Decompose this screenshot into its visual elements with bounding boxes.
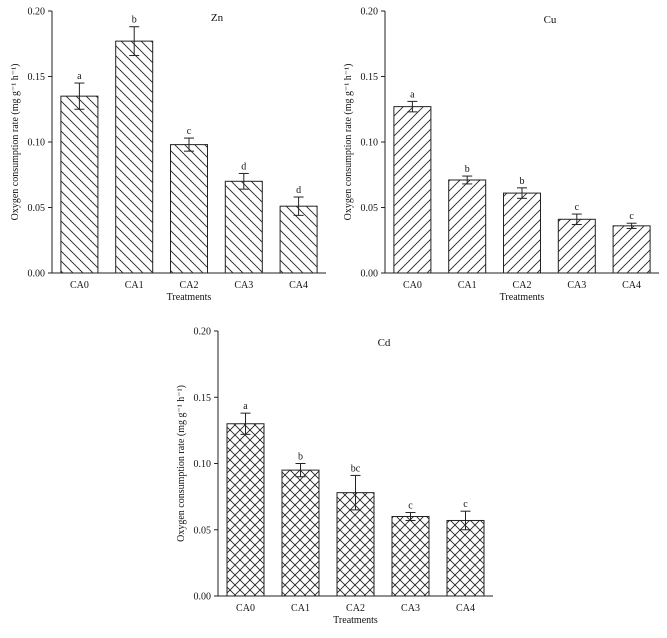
significance-label: c — [187, 126, 192, 137]
x-tick-label: CA4 — [622, 280, 641, 291]
significance-label: bc — [351, 463, 361, 474]
y-tick-label: 0.15 — [361, 72, 379, 83]
x-tick-label: CA0 — [403, 280, 422, 291]
bar — [281, 469, 320, 597]
y-tick-label: 0.05 — [194, 525, 212, 536]
x-tick-label: CA1 — [458, 280, 477, 291]
y-tick-label: 0.20 — [28, 7, 46, 18]
x-tick-label: CA3 — [234, 280, 253, 291]
x-axis-label: Treatments — [500, 292, 545, 303]
y-tick-label: 0.00 — [28, 269, 46, 280]
y-axis-label: Oxygen consumption rate (mg g⁻¹ h⁻¹) — [343, 64, 354, 221]
y-tick-label: 0.00 — [361, 269, 379, 280]
x-axis-label: Treatments — [167, 292, 212, 303]
bar — [170, 144, 208, 274]
x-tick-label: CA4 — [456, 603, 475, 614]
y-tick-label: 0.00 — [194, 592, 212, 603]
significance-label: a — [243, 401, 248, 412]
significance-label: d — [296, 185, 301, 196]
bar — [393, 106, 432, 274]
y-tick-label: 0.20 — [361, 7, 379, 18]
bar — [446, 519, 485, 597]
chart-title: Cu — [544, 14, 557, 26]
bar — [226, 423, 265, 597]
y-tick-label: 0.05 — [28, 203, 46, 214]
y-axis-label: Oxygen consumption rate (mg g⁻¹ h⁻¹) — [176, 385, 187, 542]
y-tick-label: 0.20 — [194, 327, 212, 338]
x-tick-label: CA0 — [236, 603, 255, 614]
y-tick-label: 0.05 — [361, 203, 379, 214]
significance-label: d — [241, 161, 246, 172]
x-tick-label: CA2 — [180, 280, 199, 291]
significance-label: a — [410, 89, 415, 100]
y-tick-label: 0.15 — [28, 72, 46, 83]
significance-label: b — [298, 452, 303, 463]
y-tick-label: 0.10 — [28, 138, 46, 149]
chart-title: Cd — [378, 337, 391, 349]
x-tick-label: CA4 — [289, 280, 308, 291]
y-tick-label: 0.10 — [194, 459, 212, 470]
x-tick-label: CA1 — [291, 603, 310, 614]
significance-label: c — [629, 211, 634, 222]
x-tick-label: CA3 — [401, 603, 420, 614]
significance-label: b — [132, 15, 137, 26]
bar — [448, 179, 487, 274]
significance-label: c — [408, 501, 413, 512]
y-axis-label: Oxygen consumption rate (mg g⁻¹ h⁻¹) — [10, 64, 21, 221]
x-tick-label: CA2 — [346, 603, 365, 614]
x-tick-label: CA3 — [567, 280, 586, 291]
y-tick-label: 0.15 — [194, 393, 212, 404]
significance-label: a — [77, 71, 82, 82]
chart-title: Zn — [211, 12, 224, 24]
x-tick-label: CA1 — [125, 280, 144, 291]
significance-label: b — [520, 176, 525, 187]
significance-label: c — [575, 202, 580, 213]
significance-label: b — [465, 164, 470, 175]
significance-label: c — [463, 499, 468, 510]
x-axis-label: Treatments — [333, 615, 378, 626]
bar — [503, 192, 541, 274]
x-tick-label: CA0 — [70, 280, 89, 291]
y-tick-label: 0.10 — [361, 138, 379, 149]
bar — [391, 516, 430, 597]
x-tick-label: CA2 — [513, 280, 532, 291]
bar — [115, 40, 154, 274]
